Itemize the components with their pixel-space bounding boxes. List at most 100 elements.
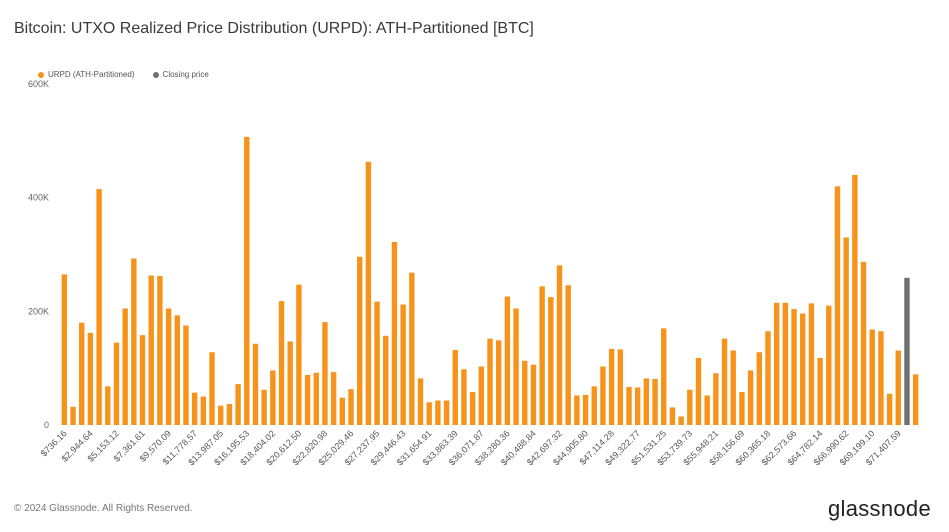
urpd-bar[interactable] (791, 309, 797, 425)
urpd-bar[interactable] (617, 349, 623, 425)
urpd-bar[interactable] (591, 386, 597, 425)
urpd-bar[interactable] (461, 369, 467, 425)
urpd-bar[interactable] (608, 348, 615, 425)
urpd-bar[interactable] (513, 308, 519, 425)
urpd-bar[interactable] (817, 357, 823, 425)
legend-item-closing-price[interactable]: Closing price (152, 70, 209, 79)
urpd-bar[interactable] (634, 387, 641, 425)
urpd-bar[interactable] (886, 393, 893, 425)
urpd-bar[interactable] (869, 329, 875, 425)
urpd-bar[interactable] (330, 372, 337, 425)
urpd-bar[interactable] (391, 242, 398, 425)
urpd-bar[interactable] (895, 350, 901, 425)
urpd-bar[interactable] (165, 308, 172, 425)
urpd-bar[interactable] (843, 237, 849, 425)
urpd-bar[interactable] (278, 301, 285, 425)
urpd-bar[interactable] (417, 378, 424, 425)
urpd-bar[interactable] (669, 407, 676, 425)
urpd-bar[interactable] (209, 352, 215, 425)
urpd-bar[interactable] (61, 274, 68, 425)
urpd-bar[interactable] (826, 305, 832, 425)
urpd-bar[interactable] (739, 392, 745, 425)
urpd-bar[interactable] (878, 331, 884, 425)
urpd-bar[interactable] (687, 389, 693, 425)
closing-price-bar[interactable] (904, 277, 910, 425)
urpd-bar[interactable] (287, 341, 293, 425)
urpd-bar[interactable] (834, 186, 841, 425)
urpd-bar[interactable] (574, 395, 580, 425)
urpd-bar[interactable] (704, 395, 710, 425)
urpd-bar[interactable] (522, 360, 528, 425)
urpd-bar[interactable] (860, 261, 867, 425)
urpd-bar[interactable] (157, 276, 163, 425)
urpd-bar[interactable] (782, 302, 789, 425)
urpd-bar[interactable] (730, 350, 736, 425)
urpd-bar[interactable] (252, 343, 259, 425)
urpd-bar[interactable] (122, 308, 128, 425)
urpd-bar[interactable] (852, 174, 858, 425)
urpd-bar[interactable] (339, 397, 346, 425)
urpd-bar[interactable] (296, 284, 302, 425)
urpd-bar[interactable] (652, 378, 658, 425)
urpd-bar[interactable] (800, 313, 806, 425)
urpd-bar[interactable] (530, 364, 537, 425)
urpd-bar[interactable] (478, 366, 485, 425)
urpd-bar[interactable] (565, 285, 571, 425)
urpd-bar[interactable] (87, 332, 94, 425)
urpd-bar[interactable] (765, 331, 771, 425)
urpd-bar[interactable] (183, 325, 189, 425)
urpd-bar[interactable] (747, 370, 754, 425)
urpd-bar[interactable] (556, 265, 563, 425)
urpd-bar[interactable] (409, 272, 415, 425)
urpd-bar[interactable] (304, 374, 311, 425)
urpd-bar[interactable] (244, 136, 250, 426)
urpd-bar[interactable] (96, 189, 102, 425)
urpd-bar[interactable] (348, 389, 354, 425)
urpd-bar[interactable] (539, 286, 545, 425)
urpd-bar[interactable] (365, 161, 372, 426)
urpd-bar[interactable] (678, 416, 684, 425)
urpd-bar[interactable] (226, 403, 233, 425)
urpd-bar[interactable] (721, 338, 728, 425)
urpd-bar[interactable] (912, 374, 919, 425)
urpd-bar[interactable] (374, 301, 380, 425)
urpd-bar[interactable] (218, 405, 224, 425)
urpd-bar[interactable] (600, 366, 606, 425)
urpd-bar[interactable] (235, 384, 241, 425)
urpd-bar[interactable] (504, 296, 511, 425)
urpd-bar[interactable] (435, 400, 441, 425)
urpd-bar[interactable] (713, 373, 719, 425)
urpd-bar[interactable] (191, 392, 198, 425)
urpd-bar[interactable] (148, 275, 154, 425)
urpd-bar[interactable] (400, 304, 406, 425)
urpd-bar[interactable] (139, 335, 146, 425)
urpd-bar[interactable] (79, 322, 85, 425)
urpd-bar[interactable] (695, 357, 702, 425)
urpd-bar[interactable] (383, 335, 389, 425)
urpd-bar[interactable] (270, 370, 276, 425)
urpd-bar[interactable] (200, 396, 207, 425)
urpd-bar[interactable] (261, 389, 267, 425)
urpd-bar[interactable] (495, 340, 502, 425)
urpd-bar[interactable] (808, 303, 815, 425)
urpd-bar[interactable] (70, 406, 76, 425)
urpd-bar[interactable] (174, 315, 180, 425)
urpd-bar[interactable] (313, 372, 319, 425)
urpd-bar[interactable] (322, 322, 328, 425)
urpd-bar[interactable] (469, 392, 476, 425)
urpd-bar[interactable] (105, 386, 111, 425)
urpd-bar[interactable] (113, 342, 120, 425)
urpd-bar[interactable] (357, 256, 363, 425)
urpd-bar[interactable] (443, 400, 450, 425)
urpd-bar[interactable] (582, 394, 589, 425)
urpd-bar[interactable] (773, 302, 780, 425)
urpd-bar[interactable] (452, 349, 458, 425)
urpd-bar[interactable] (548, 297, 554, 426)
legend-item-urpd[interactable]: URPD (ATH-Partitioned) (38, 70, 135, 79)
urpd-bar[interactable] (643, 378, 650, 425)
urpd-bar[interactable] (426, 402, 432, 425)
urpd-bar[interactable] (661, 328, 667, 425)
urpd-bar[interactable] (131, 258, 137, 425)
urpd-bar[interactable] (756, 352, 762, 425)
urpd-bar[interactable] (487, 338, 493, 425)
